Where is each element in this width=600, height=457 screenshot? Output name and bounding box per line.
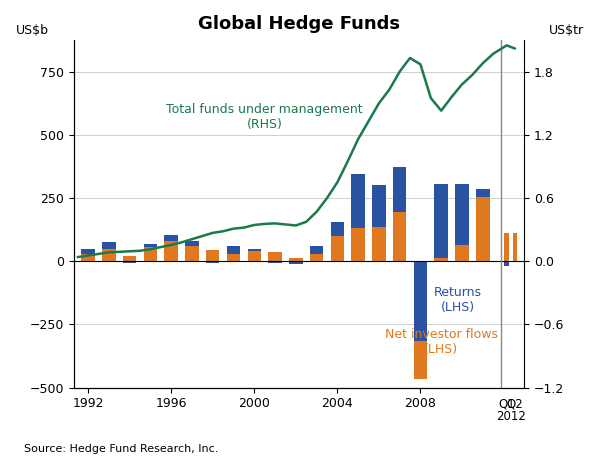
Bar [512, 234, 517, 261]
Text: 2012: 2012 [496, 410, 526, 424]
Bar [206, 250, 220, 261]
Bar [393, 212, 406, 261]
Bar [164, 235, 178, 241]
Bar [289, 261, 302, 264]
Y-axis label: US$b: US$b [16, 24, 49, 37]
Bar [123, 256, 136, 261]
Text: Returns
(LHS): Returns (LHS) [434, 287, 482, 314]
Bar [123, 261, 136, 263]
Bar [164, 241, 178, 261]
Bar [227, 246, 240, 254]
Bar [143, 247, 157, 261]
Bar [185, 241, 199, 246]
Text: Net investor flows
(LHS): Net investor flows (LHS) [385, 328, 498, 356]
Bar [505, 234, 509, 261]
Text: Total funds under management
(RHS): Total funds under management (RHS) [166, 103, 363, 131]
Text: Source: Hedge Fund Research, Inc.: Source: Hedge Fund Research, Inc. [24, 444, 218, 454]
Bar [352, 228, 365, 261]
Bar [102, 249, 116, 261]
Bar [82, 249, 95, 254]
Text: Q1: Q1 [498, 398, 515, 411]
Bar [310, 254, 323, 261]
Bar [102, 242, 116, 249]
Bar [434, 257, 448, 261]
Bar [143, 244, 157, 247]
Bar [413, 341, 427, 379]
Bar [248, 251, 261, 261]
Bar [455, 184, 469, 245]
Bar [476, 197, 490, 261]
Bar [372, 227, 386, 261]
Title: Global Hedge Funds: Global Hedge Funds [198, 15, 400, 33]
Bar [268, 252, 282, 261]
Bar [268, 261, 282, 263]
Bar [476, 189, 490, 197]
Text: Q2: Q2 [506, 398, 523, 411]
Bar [393, 166, 406, 212]
Bar [227, 254, 240, 261]
Bar [82, 254, 95, 261]
Bar [434, 184, 448, 257]
Bar [413, 261, 427, 341]
Bar [372, 186, 386, 227]
Bar [289, 257, 302, 261]
Bar [505, 261, 509, 266]
Y-axis label: US$tr: US$tr [549, 24, 584, 37]
Bar [206, 261, 220, 263]
Bar [185, 246, 199, 261]
Bar [331, 222, 344, 236]
Bar [352, 174, 365, 228]
Bar [310, 246, 323, 254]
Bar [455, 245, 469, 261]
Bar [248, 249, 261, 251]
Bar [331, 236, 344, 261]
